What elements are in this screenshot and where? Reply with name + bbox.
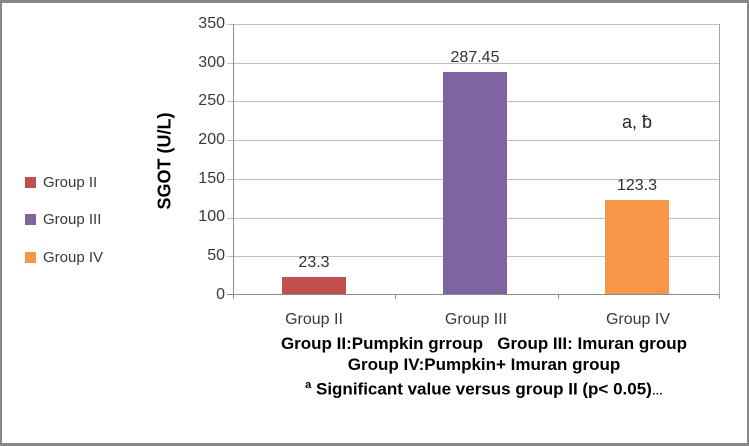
legend-label: Group IV [43,249,104,266]
x-axis-tick [558,295,559,299]
caption-line-3-text: Significant value versus group II (p< 0.… [311,379,652,399]
caption-line-1: Group II:Pumpkin grroup Group III: Imura… [280,334,688,353]
y-axis-line [233,24,234,295]
x-category-label-group-iii: Group III [444,311,508,328]
plot-area: 23.3 287.45 123.3 a, ƀ [227,24,720,299]
figure-caption: Group II:Pumpkin grroup Group III: Imura… [238,333,730,403]
y-tick-label: 0 [216,286,225,303]
bar-group-ii [282,277,346,295]
caption-ellipsis: … [651,385,663,398]
x-axis-line [227,294,719,295]
bar-group-iii [443,72,507,295]
gridline [227,24,719,25]
y-tick-label: 150 [198,170,225,187]
gridline [227,63,719,64]
bar-group-iv [605,199,669,295]
caption-line-3: a Significant value versus group II (p< … [238,375,730,403]
legend-swatch-group-iii-icon [25,214,36,225]
significance-annotation: a, ƀ [621,112,653,132]
caption-superscript-a: a [305,379,312,391]
x-axis-tick [719,295,720,299]
caption-line-2: Group IV:Pumpkin+ Imuran group [347,355,621,374]
data-label-group-ii: 23.3 [298,254,330,271]
y-tick-label: 350 [198,15,225,32]
legend-label: Group II [43,174,98,191]
legend-label: Group III [43,211,102,228]
data-label-group-iv: 123.3 [616,176,658,194]
legend-item-group-iv: Group IV [25,249,103,266]
legend-swatch-group-iv-icon [25,252,36,263]
x-category-label-group-iv: Group IV [605,311,671,328]
x-axis-tick [395,295,396,299]
legend-item-group-iii: Group III [25,211,101,228]
data-label-group-iii: 287.45 [450,49,500,67]
x-category-label-group-ii: Group II [285,311,343,328]
y-tick-label: 250 [198,92,225,109]
y-axis-title: SGOT (U/L) [154,112,175,210]
legend-swatch-group-ii-icon [25,177,36,188]
y-tick-label: 300 [198,54,225,71]
y-tick-label: 50 [207,247,225,264]
x-axis-tick [233,295,234,299]
y-tick-label: 200 [198,131,225,148]
y-tick-label: 100 [198,208,225,225]
legend-item-group-ii: Group II [25,174,97,191]
